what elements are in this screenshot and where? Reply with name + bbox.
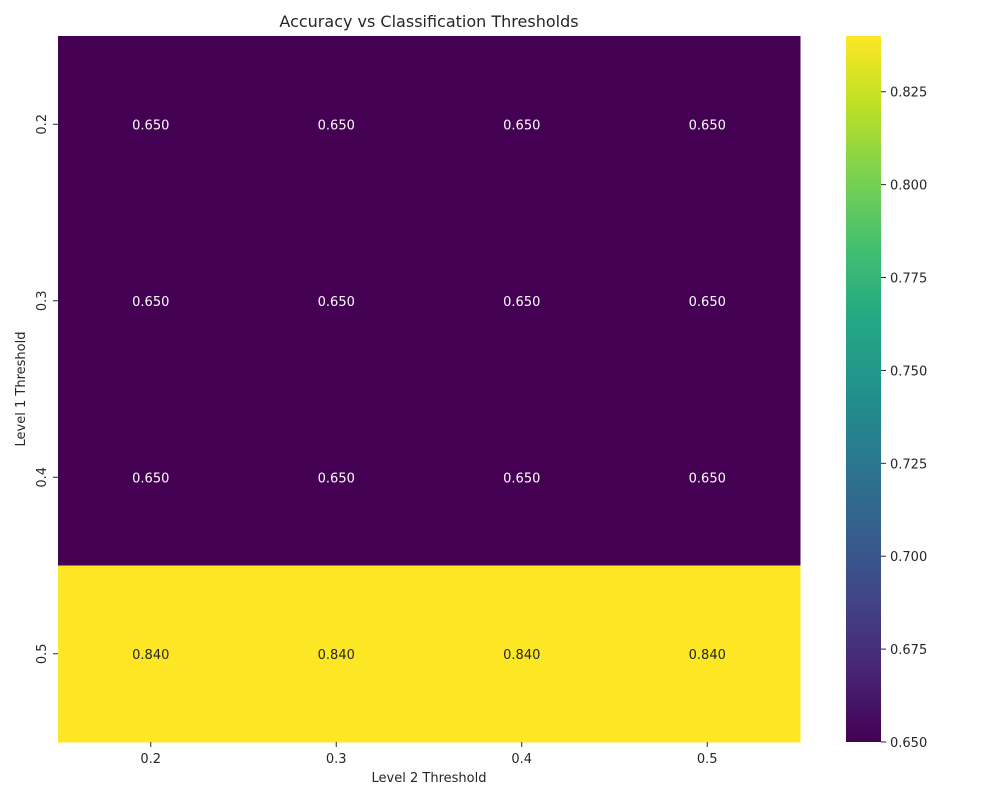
heatmap-cell-r0-c3	[614, 36, 801, 213]
y-tick-label-2: 0.4	[35, 467, 50, 488]
cell-label-r0-c3: 0.650	[689, 118, 726, 133]
cell-label-r3-c1: 0.840	[318, 648, 355, 663]
cell-label-r2-c1: 0.650	[318, 471, 355, 486]
x-axis-label: Level 2 Threshold	[372, 771, 487, 786]
colorbar-tick-label-6: 0.800	[890, 179, 927, 194]
cell-label-r2-c3: 0.650	[689, 471, 726, 486]
y-axis-label: Level 1 Threshold	[14, 332, 29, 447]
heatmap-cell-r1-c2	[429, 212, 615, 390]
cell-label-r0-c0: 0.650	[132, 118, 169, 133]
heatmap-cell-r0-c1	[243, 36, 430, 213]
colorbar-tick-label-1: 0.675	[890, 643, 927, 658]
cell-label-r2-c2: 0.650	[503, 471, 540, 486]
cell-label-r3-c3: 0.840	[689, 648, 726, 663]
heatmap-cell-r2-c3	[614, 389, 801, 566]
y-axis-ticks: 0.2 0.3 0.4 0.5	[35, 114, 58, 664]
chart-title: Accuracy vs Classification Thresholds	[279, 12, 578, 31]
cell-label-r2-c0: 0.650	[132, 471, 169, 486]
heatmap-cell-r2-c0	[58, 389, 244, 566]
cell-label-r0-c2: 0.650	[503, 118, 540, 133]
heatmap-cell-r0-c0	[58, 36, 244, 213]
cell-label-r0-c1: 0.650	[318, 118, 355, 133]
colorbar-tick-label-0: 0.650	[890, 736, 927, 751]
x-axis-ticks: 0.2 0.3 0.4 0.5	[140, 742, 718, 767]
heatmap-cell-r1-c3	[614, 212, 801, 390]
heatmap-cell-r3-c1	[243, 565, 430, 743]
cell-label-r1-c2: 0.650	[503, 295, 540, 310]
colorbar-tick-label-5: 0.775	[890, 272, 927, 287]
heatmap-cell-r3-c0	[58, 565, 244, 743]
cell-label-r1-c1: 0.650	[318, 295, 355, 310]
heatmap-cell-r2-c1	[243, 389, 430, 566]
colorbar-tick-label-4: 0.750	[890, 364, 927, 379]
colorbar-tick-label-7: 0.825	[890, 86, 927, 101]
y-tick-label-3: 0.5	[35, 643, 50, 664]
heatmap-cell-r2-c2	[429, 389, 615, 566]
heatmap-cell-r3-c2	[429, 565, 615, 743]
heatmap-cell-r0-c2	[429, 36, 615, 213]
colorbar	[846, 36, 881, 742]
colorbar-tick-label-3: 0.725	[890, 457, 927, 472]
x-tick-label-1: 0.3	[326, 752, 347, 767]
cell-label-r1-c3: 0.650	[689, 295, 726, 310]
cell-label-r1-c0: 0.650	[132, 295, 169, 310]
x-tick-label-3: 0.5	[697, 752, 718, 767]
heatmap-cell-r1-c0	[58, 212, 244, 390]
colorbar-ticks: 0.650 0.675 0.700 0.725 0.750 0.775 0.800 0.825	[881, 86, 927, 751]
heatmap-cell-r3-c3	[614, 565, 801, 743]
cell-label-r3-c0: 0.840	[132, 648, 169, 663]
heatmap-cell-r1-c1	[243, 212, 430, 390]
y-tick-label-0: 0.2	[35, 114, 50, 135]
y-tick-label-1: 0.3	[35, 290, 50, 311]
cell-label-r3-c2: 0.840	[503, 648, 540, 663]
heatmap-cells: 0.650 0.650 0.650 0.650 0.650 0.650 0.650 0.650…	[58, 36, 801, 743]
colorbar-tick-label-2: 0.700	[890, 550, 927, 565]
x-tick-label-2: 0.4	[511, 752, 532, 767]
x-tick-label-0: 0.2	[140, 752, 161, 767]
